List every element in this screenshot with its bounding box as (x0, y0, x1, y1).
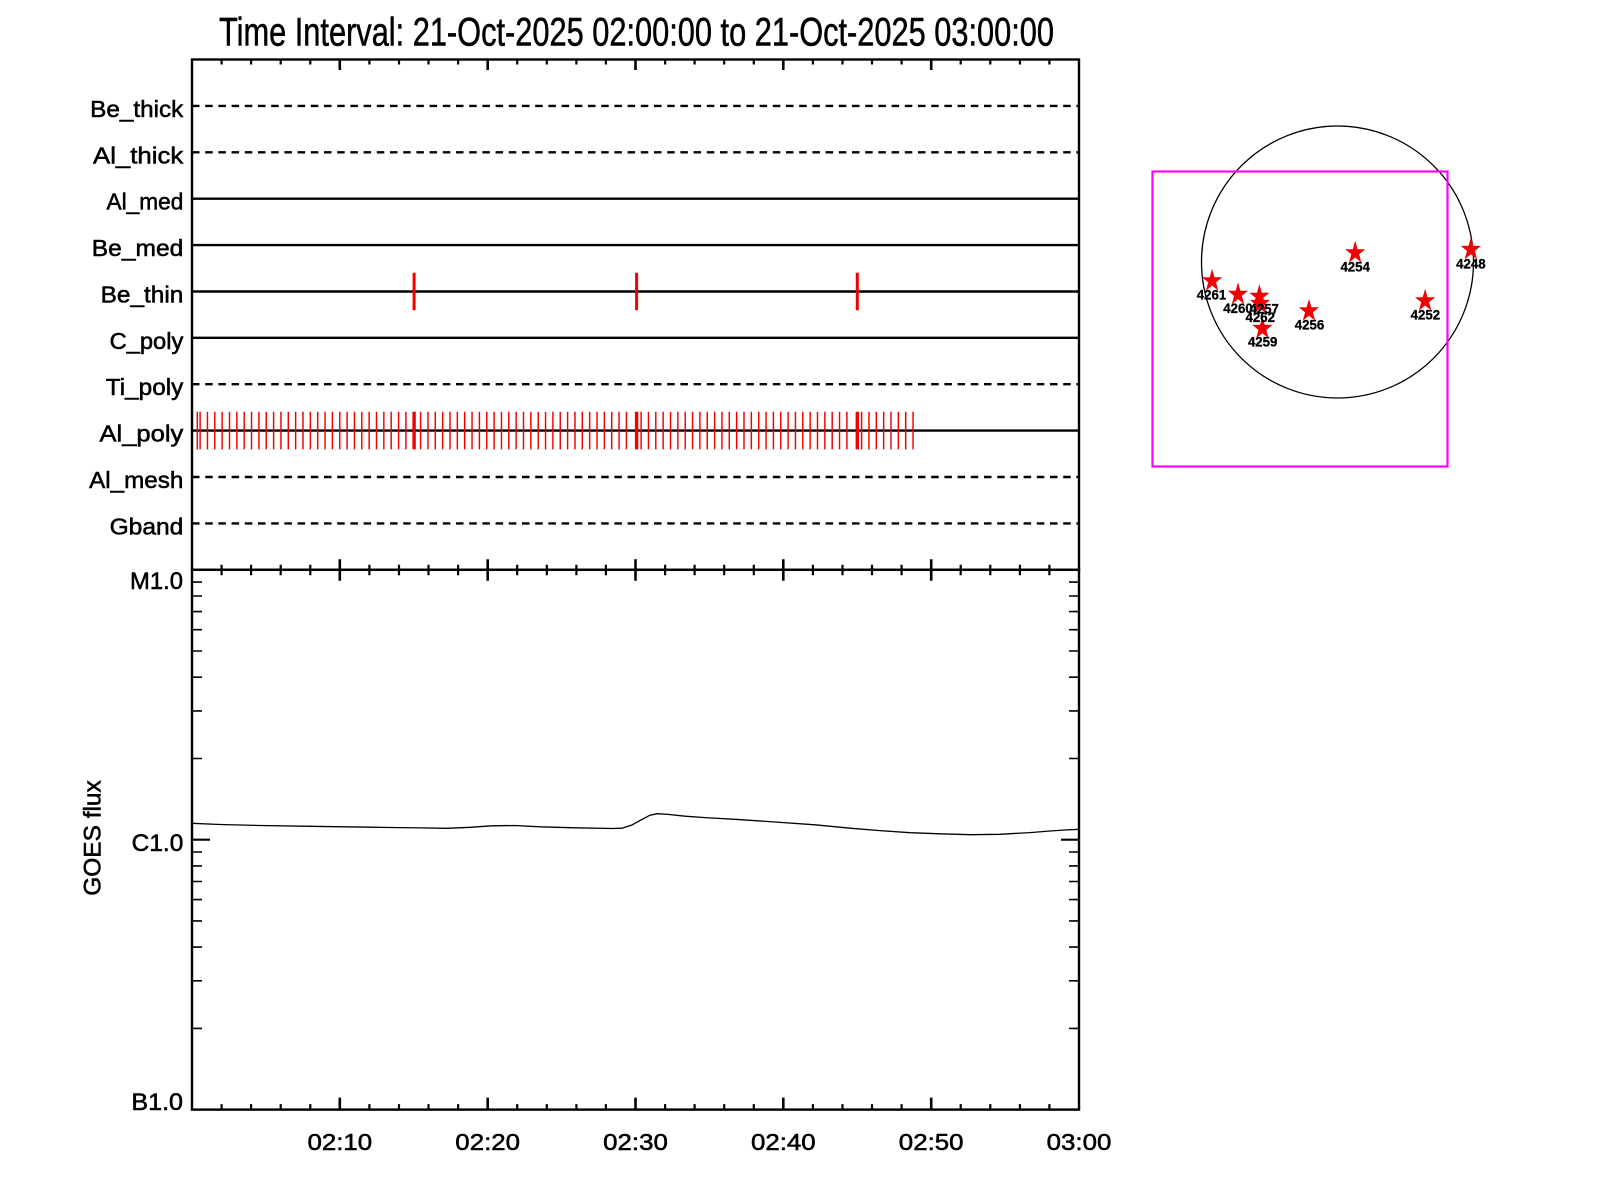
svg-text:B1.0: B1.0 (131, 1089, 183, 1116)
svg-text:4262: 4262 (1246, 310, 1276, 325)
svg-text:Ti_poly: Ti_poly (106, 374, 184, 400)
svg-text:C1.0: C1.0 (132, 830, 184, 857)
svg-text:02:40: 02:40 (751, 1129, 816, 1155)
svg-text:M1.0: M1.0 (130, 568, 183, 595)
svg-text:Be_med: Be_med (92, 235, 184, 261)
svg-text:Be_thin: Be_thin (101, 281, 184, 307)
svg-text:Al_mesh: Al_mesh (89, 467, 183, 493)
svg-text:Al_thick: Al_thick (93, 142, 184, 168)
svg-text:GOES flux: GOES flux (80, 780, 107, 896)
svg-text:4252: 4252 (1411, 307, 1441, 322)
svg-text:02:30: 02:30 (603, 1129, 668, 1155)
svg-text:4248: 4248 (1456, 257, 1486, 272)
svg-text:4261: 4261 (1197, 287, 1227, 302)
svg-text:Be_thick: Be_thick (90, 96, 183, 122)
svg-text:4259: 4259 (1248, 335, 1278, 350)
svg-text:Al_poly: Al_poly (100, 421, 184, 447)
svg-text:4254: 4254 (1340, 260, 1370, 275)
svg-text:4257: 4257 (1249, 301, 1279, 316)
svg-text:4260: 4260 (1223, 301, 1253, 316)
svg-text:02:50: 02:50 (899, 1129, 964, 1155)
svg-text:03:00: 03:00 (1047, 1129, 1112, 1155)
svg-text:Time Interval: 21-Oct-2025 02:: Time Interval: 21-Oct-2025 02:00:00 to 2… (219, 11, 1054, 55)
svg-text:02:20: 02:20 (455, 1129, 520, 1155)
svg-text:C_poly: C_poly (110, 328, 184, 354)
svg-text:4256: 4256 (1295, 318, 1325, 333)
svg-text:Al_med: Al_med (107, 189, 184, 215)
svg-text:Gband: Gband (110, 513, 184, 539)
svg-text:02:10: 02:10 (307, 1129, 372, 1155)
